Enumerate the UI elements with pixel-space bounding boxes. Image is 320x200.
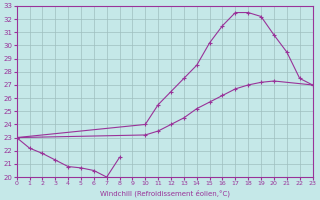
X-axis label: Windchill (Refroidissement éolien,°C): Windchill (Refroidissement éolien,°C) xyxy=(100,189,229,197)
